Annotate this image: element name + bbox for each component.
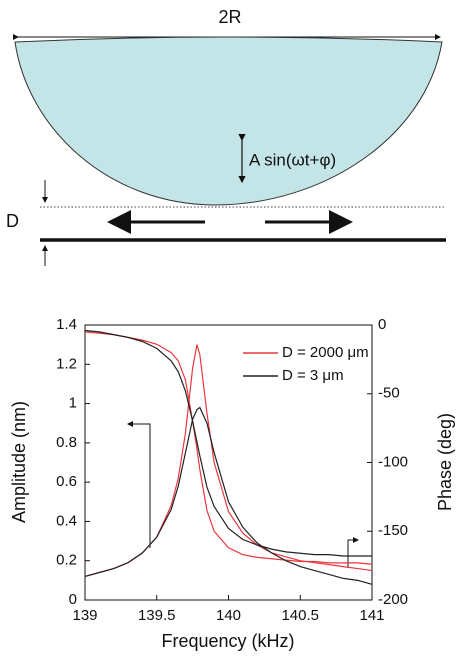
x-tick-label: 141	[359, 607, 384, 624]
y2-tick-label: -100	[378, 453, 408, 470]
y2-axis-label: Phase (deg)	[435, 413, 455, 511]
lens	[14, 36, 443, 206]
y-tick-label: 0.2	[56, 552, 77, 569]
y-tick-label: 0.6	[56, 473, 77, 490]
diagram: 2R A sin(ωt+φ) D	[6, 7, 446, 266]
chart: Amplitude (nm) Phase (deg) Frequency (kH…	[9, 316, 455, 651]
x-tick-label: 140	[216, 607, 241, 624]
y-tick-label: 0	[69, 591, 77, 608]
phase-line	[84, 331, 373, 565]
x-tick-label: 140.5	[281, 607, 319, 624]
x-axis-label: Frequency (kHz)	[161, 631, 294, 651]
amplitude-line	[84, 406, 373, 585]
motion-label: A sin(ωt+φ)	[249, 150, 336, 169]
y-tick-label: 1.4	[56, 316, 77, 333]
y2-tick-label: -50	[378, 385, 400, 402]
y-tick-label: 0.8	[56, 434, 77, 451]
y-axis-label: Amplitude (nm)	[9, 401, 29, 523]
y2-tick-label: 0	[378, 316, 386, 333]
y-tick-label: 1.2	[56, 355, 77, 372]
legend-label: D = 2000 μm	[282, 344, 369, 361]
phase-line	[84, 329, 372, 557]
y2-tick-label: -150	[378, 522, 408, 539]
legend-label: D = 3 μm	[282, 367, 344, 384]
amplitude-pointer	[127, 421, 151, 548]
x-tick-label: 139.5	[138, 607, 176, 624]
phase-pointer	[347, 537, 359, 568]
y2-tick-label: -200	[378, 591, 408, 608]
width-label: 2R	[218, 7, 241, 27]
y-tick-label: 1	[69, 395, 77, 412]
gap-label: D	[6, 211, 19, 231]
x-tick-label: 139	[72, 607, 97, 624]
y-tick-label: 0.4	[56, 512, 77, 529]
